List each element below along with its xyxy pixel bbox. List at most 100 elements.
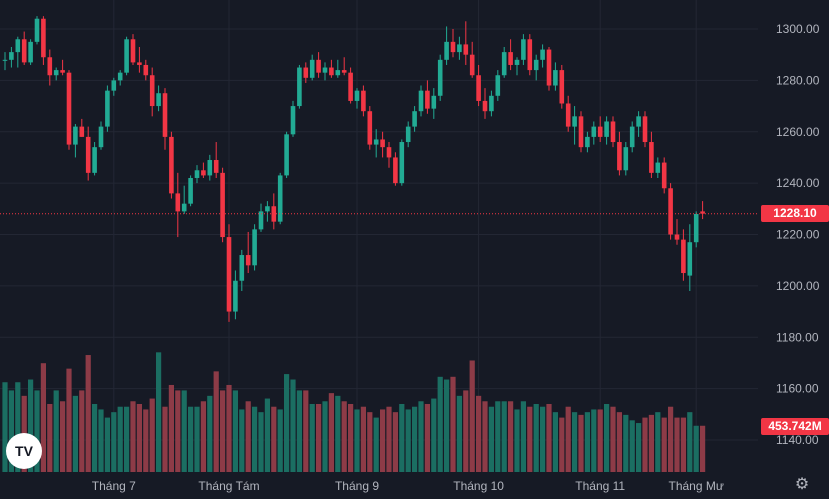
volume-bar [437,376,443,472]
volume-bar [373,417,379,472]
candle-body [162,93,168,137]
candle-body [181,203,187,212]
candle-body [687,242,693,276]
volume-bar [303,390,309,472]
candle-body [105,90,110,127]
candle-body [617,142,622,171]
volume-bar [380,409,386,472]
volume-bar [584,412,590,472]
volume-bar [629,420,635,472]
volume-bar [79,390,85,472]
volume-bar [162,406,168,472]
candle-body [578,116,584,148]
volume-bar [552,412,558,472]
volume-bar [2,382,8,472]
tradingview-logo[interactable]: TV [6,433,42,469]
candle-body [28,41,33,63]
volume-bar [239,409,245,472]
candle-body [661,162,667,189]
volume-bar [60,401,66,472]
candle-body [201,170,206,176]
candle-body [354,90,360,101]
volume-bar [72,395,78,472]
last-price-badge: 1228.10 [761,205,829,223]
candle-body [111,80,117,91]
candle-body [463,44,469,55]
volume-bar [520,401,526,472]
volume-bar [482,401,488,472]
last-volume-badge: 453.742M [761,418,829,435]
candle-body [277,175,283,222]
candle-body [527,39,533,71]
candle-body [2,59,8,61]
volume-bar [655,412,661,472]
candle-body [92,147,97,173]
candle-body [79,126,85,137]
volume-bar [47,404,53,472]
candle-body [322,67,328,73]
candle-body [316,59,321,73]
volume-bar [207,395,213,472]
gear-icon[interactable]: ⚙ [794,476,810,493]
volume-bar [604,404,610,472]
candle-body [469,54,475,76]
volume-bar [188,406,194,472]
candle-body [265,206,270,212]
candle-body [258,211,264,230]
candle-body [700,211,705,214]
candle-body [47,57,53,76]
price-tick-label: 1140.00 [776,433,819,447]
volume-bar [476,395,482,472]
volume-bar [296,390,302,472]
candle-body [565,103,571,127]
volume-bar [693,425,699,472]
tv-logo-icon: TV [15,443,33,459]
volume-bar [514,409,520,472]
volume-bar [412,406,418,472]
candle-body [220,172,225,238]
time-axis-label: Tháng 10 [453,479,504,493]
volume-bar [591,409,597,472]
candle-body [495,75,501,96]
candle-body [297,67,302,107]
volume-bar [540,406,546,472]
candle-body [34,18,40,42]
candle-body [233,280,238,312]
volume-bar [469,360,475,472]
volume-bar [463,390,469,472]
candle-body [60,70,65,73]
candle-body [476,75,481,101]
volume-bar [322,401,328,472]
candle-body [572,116,577,127]
price-tick-label: 1180.00 [776,330,819,344]
candle-body [329,67,334,76]
candle-body [290,106,296,135]
volume-bar [687,412,693,472]
candle-body [348,72,353,101]
volume-bar [245,401,251,472]
volume-bar [220,390,226,472]
candle-body [85,136,91,173]
candle-body [540,49,545,60]
candle-body [425,90,430,109]
volume-bar [117,406,123,472]
candle-body [546,49,552,86]
candle-body [149,75,155,107]
candle-body [591,126,597,137]
candle-body [175,193,181,212]
volume-bar [335,395,341,472]
volume-bar [648,414,654,472]
volume-bar [399,404,405,472]
volume-bar [501,401,507,472]
volume-bar [386,406,392,472]
price-tick-label: 1260.00 [776,125,820,139]
volume-bar [367,412,373,472]
candle-body [15,39,21,53]
candle-body [668,188,673,235]
volume-bar [559,417,565,472]
volume-bar [290,379,296,472]
volume-bar [104,417,110,472]
candle-body [655,162,661,173]
